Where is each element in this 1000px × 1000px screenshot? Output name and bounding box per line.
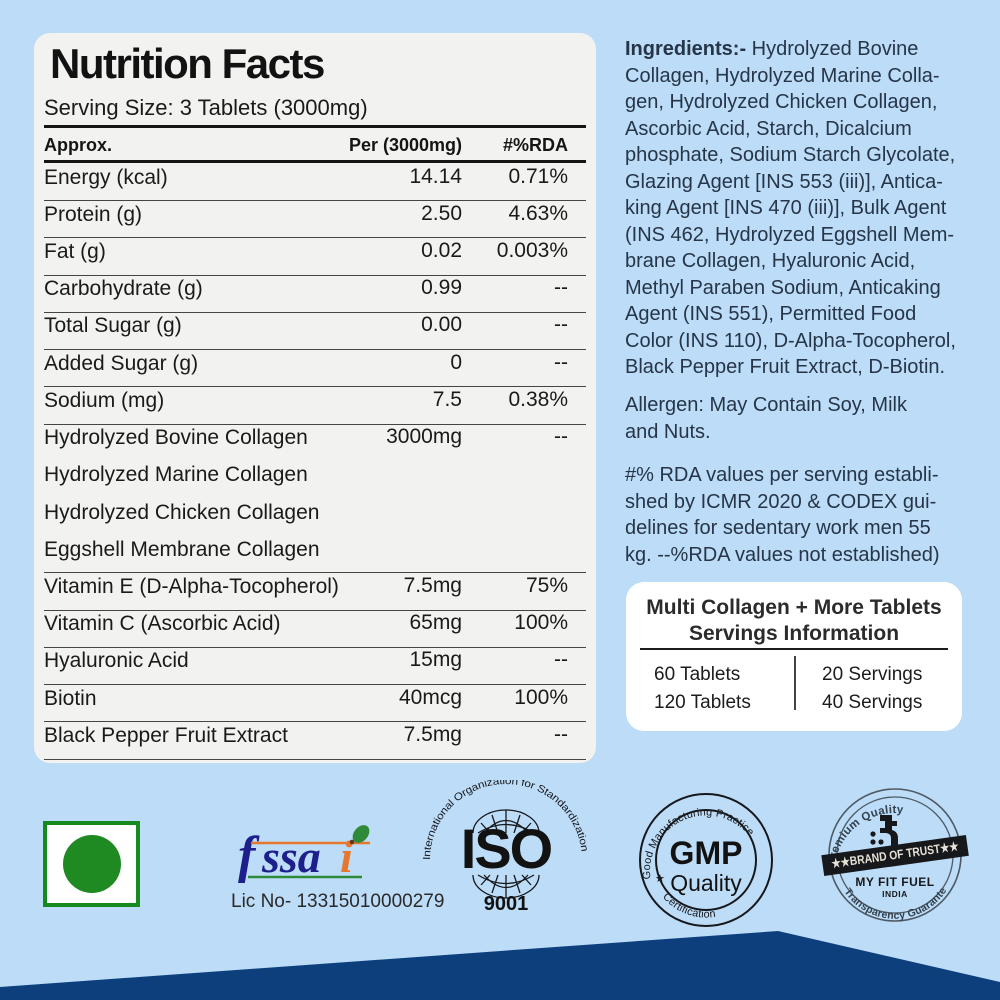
svg-text:ISO: ISO: [461, 817, 552, 880]
svg-text:MY FIT FUEL: MY FIT FUEL: [855, 875, 934, 889]
svg-text:★: ★: [655, 873, 665, 885]
svg-text:ssa: ssa: [261, 831, 321, 882]
svg-text:i: i: [340, 831, 353, 882]
svg-text:f: f: [238, 827, 260, 884]
svg-text:9001: 9001: [484, 893, 529, 915]
svg-text:Quality: Quality: [670, 870, 742, 896]
svg-text:GMP: GMP: [670, 835, 743, 871]
svg-text:INDIA: INDIA: [882, 889, 908, 899]
